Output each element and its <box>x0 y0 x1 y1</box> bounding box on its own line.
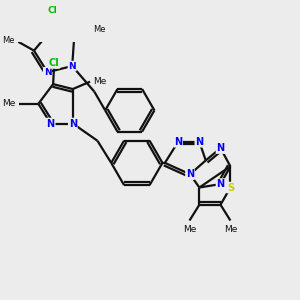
Text: N: N <box>186 169 194 179</box>
Text: N: N <box>195 137 203 147</box>
Text: Me: Me <box>224 225 237 234</box>
Text: Me: Me <box>93 77 106 86</box>
Text: Me: Me <box>2 99 16 108</box>
Text: N: N <box>217 179 225 189</box>
Text: N: N <box>44 68 51 77</box>
Text: N: N <box>174 137 182 147</box>
Text: N: N <box>217 143 225 153</box>
Text: Cl: Cl <box>49 58 59 68</box>
Text: Me: Me <box>93 25 105 34</box>
Text: N: N <box>69 118 77 128</box>
Text: S: S <box>227 182 234 193</box>
Text: N: N <box>46 118 55 128</box>
Text: Me: Me <box>2 36 14 45</box>
Text: Cl: Cl <box>48 6 58 15</box>
Text: Me: Me <box>183 225 196 234</box>
Text: N: N <box>68 61 76 70</box>
